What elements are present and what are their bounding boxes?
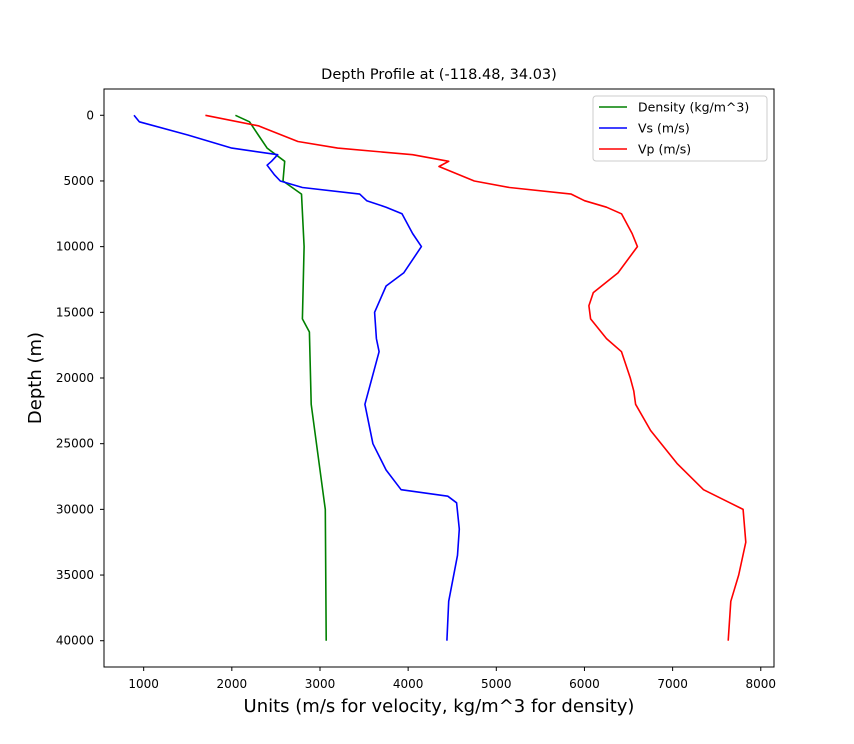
x-tick-label: 5000	[481, 677, 512, 691]
x-tick-label: 2000	[217, 677, 248, 691]
series-line-0	[235, 114, 327, 641]
y-tick-label: 0	[86, 108, 94, 122]
legend: Density (kg/m^3) Vs (m/s) Vp (m/s)	[592, 95, 768, 162]
legend-box	[592, 95, 768, 162]
series-line-1	[133, 114, 461, 641]
x-tick-label: 6000	[569, 677, 600, 691]
x-tick-label: 3000	[305, 677, 336, 691]
y-tick-label: 30000	[56, 502, 94, 516]
legend-label-1: Vs (m/s)	[638, 121, 690, 136]
y-tick-label: 15000	[56, 305, 94, 319]
x-axis: 1000 2000 3000 4000 5000 6000 7000 8000	[128, 667, 776, 691]
series-line-2	[205, 114, 747, 641]
y-tick-label: 20000	[56, 371, 94, 385]
legend-label-0: Density (kg/m^3)	[638, 100, 749, 115]
y-tick-label: 10000	[56, 240, 94, 254]
plot-area	[133, 114, 747, 641]
chart-title: Depth Profile at (-118.48, 34.03)	[321, 67, 557, 83]
y-tick-label: 35000	[56, 568, 94, 582]
y-axis: 0 5000 10000 15000 20000 25000 30000 35000 40000	[56, 108, 104, 648]
y-axis-label: Depth (m)	[25, 332, 46, 424]
x-tick-label: 8000	[746, 677, 777, 691]
x-tick-label: 1000	[128, 677, 159, 691]
y-tick-label: 5000	[63, 174, 94, 188]
x-tick-label: 7000	[657, 677, 688, 691]
x-axis-label: Units (m/s for velocity, kg/m^3 for dens…	[244, 696, 635, 717]
plot-frame	[103, 88, 775, 668]
y-tick-label: 40000	[56, 634, 94, 648]
y-tick-label: 25000	[56, 437, 94, 451]
legend-label-2: Vp (m/s)	[638, 142, 691, 157]
x-tick-label: 4000	[393, 677, 424, 691]
